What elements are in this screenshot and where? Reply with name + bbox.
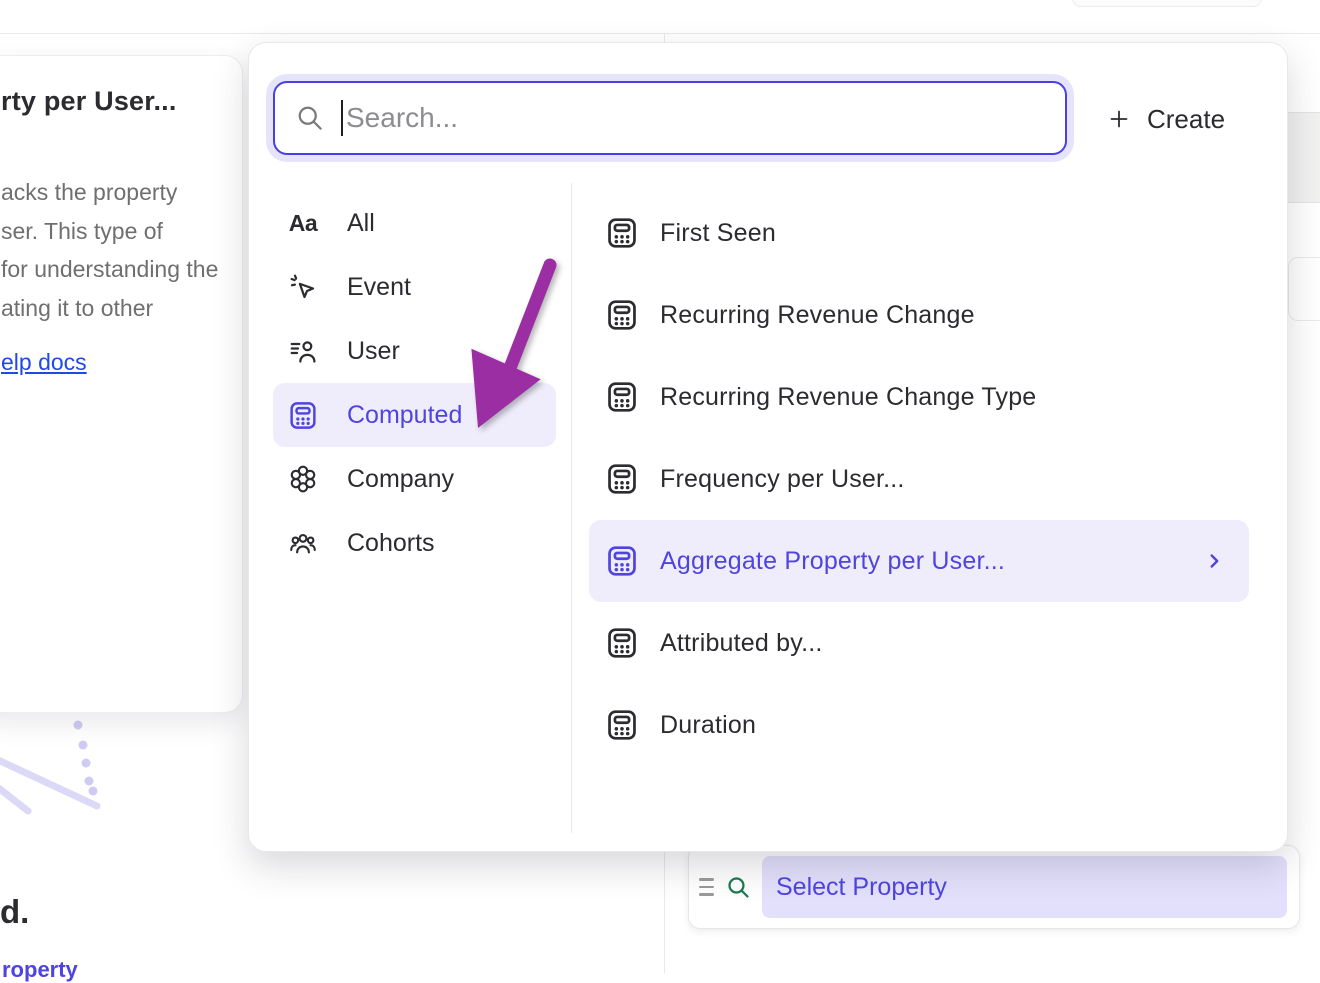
category-label: All xyxy=(347,208,375,237)
modal-inner-divider xyxy=(571,183,572,833)
property-label: Aggregate Property per User... xyxy=(660,546,1006,575)
clipped-bottom-link[interactable]: roperty xyxy=(2,957,78,982)
property-tooltip-card: rty per User... acks the property ser. T… xyxy=(0,55,243,713)
category-cohorts[interactable]: Cohorts xyxy=(273,511,556,575)
background-card-edge xyxy=(1288,257,1320,321)
tooltip-line: for understanding the xyxy=(1,256,219,282)
background-panel-strip xyxy=(1288,112,1320,203)
property-recurring-revenue-change-type[interactable]: Recurring Revenue Change Type xyxy=(589,356,1249,438)
property-label: Recurring Revenue Change xyxy=(660,300,975,329)
property-recurring-revenue-change[interactable]: Recurring Revenue Change xyxy=(589,274,1249,356)
plus-icon xyxy=(1110,110,1128,128)
category-label: Company xyxy=(347,464,454,493)
property-first-seen[interactable]: First Seen xyxy=(589,192,1249,274)
category-label: Cohorts xyxy=(347,528,435,557)
category-label: User xyxy=(347,336,400,365)
property-label: Attributed by... xyxy=(660,628,823,657)
category-company[interactable]: Company xyxy=(273,447,556,511)
calculator-icon xyxy=(608,710,636,740)
chart-doodle-illustration xyxy=(0,720,101,815)
tooltip-body: acks the property ser. This type of for … xyxy=(1,173,232,382)
tooltip-line: ser. This type of xyxy=(1,217,163,244)
user-icon xyxy=(290,341,316,363)
property-label: Frequency per User... xyxy=(660,464,905,493)
text-format-icon: Aa xyxy=(288,209,318,236)
property-label: First Seen xyxy=(660,218,776,247)
search-input[interactable] xyxy=(346,102,1065,134)
tooltip-line: acks the property xyxy=(1,179,178,205)
search-box[interactable] xyxy=(273,81,1067,155)
property-frequency-per-user[interactable]: Frequency per User... xyxy=(589,438,1249,520)
calculator-icon xyxy=(608,218,636,248)
property-aggregate-property-per-user[interactable]: Aggregate Property per User... xyxy=(589,520,1249,602)
top-divider xyxy=(0,33,1320,34)
tooltip-line: ating it to other xyxy=(1,294,154,321)
category-user[interactable]: User xyxy=(273,319,556,383)
calculator-icon xyxy=(608,464,636,494)
category-label: Event xyxy=(347,272,411,301)
calculator-icon xyxy=(608,300,636,330)
green-search-icon xyxy=(728,876,749,898)
event-icon xyxy=(290,274,315,299)
create-button-label: Create xyxy=(1147,103,1226,134)
chevron-right-icon xyxy=(1210,554,1219,568)
calculator-icon xyxy=(608,628,636,658)
property-label: Recurring Revenue Change Type xyxy=(660,382,1037,411)
clipped-top-button[interactable] xyxy=(1072,0,1262,7)
company-icon xyxy=(290,465,316,493)
select-property-label: Select Property xyxy=(776,872,947,901)
property-picker-modal: Create Aa All Event User xyxy=(248,42,1288,852)
select-property-pill[interactable]: Select Property xyxy=(762,856,1287,918)
calculator-icon xyxy=(290,401,316,429)
calculator-icon xyxy=(608,546,636,576)
property-duration[interactable]: Duration xyxy=(589,684,1249,766)
property-label: Duration xyxy=(660,710,757,739)
calculator-icon xyxy=(608,382,636,412)
category-label: Computed xyxy=(347,400,463,429)
cohorts-icon xyxy=(290,533,316,554)
select-property-bar: Select Property xyxy=(688,845,1300,929)
search-icon xyxy=(298,106,322,130)
category-computed[interactable]: Computed xyxy=(273,383,556,447)
drag-handle-icon[interactable] xyxy=(699,878,719,896)
category-event[interactable]: Event xyxy=(273,255,556,319)
property-attributed-by[interactable]: Attributed by... xyxy=(589,602,1249,684)
tooltip-title: rty per User... xyxy=(1,86,177,116)
create-button[interactable]: Create xyxy=(1107,97,1225,141)
clipped-heading: d. xyxy=(0,893,30,930)
help-docs-link[interactable]: elp docs xyxy=(1,349,87,375)
text-cursor xyxy=(341,100,343,136)
category-all[interactable]: Aa All xyxy=(273,191,556,255)
